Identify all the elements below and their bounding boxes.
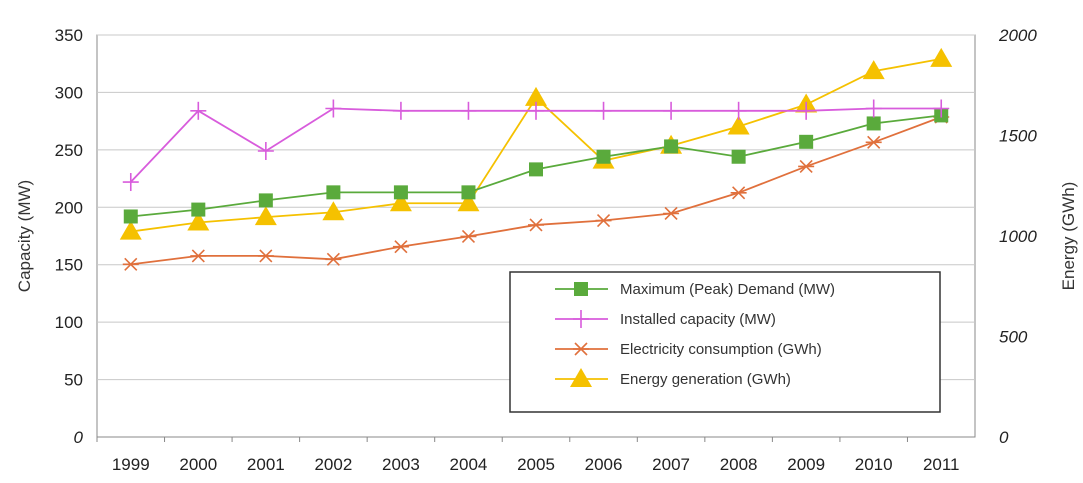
y-left-tick-label: 50 bbox=[64, 371, 83, 390]
data-point-electricity-consumption-gwh bbox=[595, 213, 612, 228]
y-left-tick-label: 350 bbox=[55, 26, 83, 45]
data-point-installed-capacity-mw bbox=[257, 142, 274, 161]
data-point-energy-generation-gwh bbox=[862, 60, 885, 80]
data-point-energy-generation-gwh bbox=[389, 192, 412, 212]
x-tick-label: 2002 bbox=[314, 455, 352, 474]
data-point-electricity-consumption-gwh bbox=[392, 240, 409, 254]
data-point-installed-capacity-mw bbox=[460, 101, 477, 120]
x-tick-label: 2008 bbox=[720, 455, 758, 474]
y-left-tick-label: 150 bbox=[55, 256, 83, 275]
x-tick-label: 2007 bbox=[652, 455, 690, 474]
y-right-tick-label: 1000 bbox=[999, 227, 1037, 246]
data-point-maximum-peak-demand-mw bbox=[866, 116, 881, 131]
y-left-tick-label: 200 bbox=[55, 198, 83, 217]
x-tick-label: 2004 bbox=[450, 455, 488, 474]
x-tick-label: 2010 bbox=[855, 455, 893, 474]
y-right-tick-label: 1500 bbox=[999, 127, 1037, 146]
x-tick-label: 2005 bbox=[517, 455, 555, 474]
data-point-maximum-peak-demand-mw bbox=[191, 202, 206, 217]
data-point-maximum-peak-demand-mw bbox=[596, 149, 611, 164]
legend-marker bbox=[573, 342, 589, 356]
y-right-tick-label: 2000 bbox=[998, 26, 1037, 45]
data-point-installed-capacity-mw bbox=[933, 99, 950, 118]
data-point-energy-generation-gwh bbox=[322, 201, 345, 221]
data-point-electricity-consumption-gwh bbox=[730, 186, 747, 200]
legend-marker bbox=[574, 282, 588, 296]
data-point-electricity-consumption-gwh bbox=[460, 229, 477, 243]
data-point-electricity-consumption-gwh bbox=[798, 159, 815, 174]
data-point-installed-capacity-mw bbox=[730, 101, 747, 120]
series-layer bbox=[119, 47, 953, 271]
data-point-installed-capacity-mw bbox=[798, 101, 815, 120]
x-tick-label: 2011 bbox=[923, 455, 960, 474]
legend-label: Maximum (Peak) Demand (MW) bbox=[620, 281, 835, 298]
data-point-installed-capacity-mw bbox=[528, 101, 544, 120]
data-point-maximum-peak-demand-mw bbox=[258, 193, 273, 208]
data-point-electricity-consumption-gwh bbox=[257, 249, 274, 263]
y-right-tick-label: 500 bbox=[999, 328, 1028, 347]
data-point-maximum-peak-demand-mw bbox=[731, 149, 746, 164]
data-point-electricity-consumption-gwh bbox=[325, 252, 342, 266]
data-point-installed-capacity-mw bbox=[663, 101, 680, 120]
data-point-maximum-peak-demand-mw bbox=[393, 185, 408, 200]
y-axis-title-right: Energy (GWh) bbox=[1059, 182, 1078, 291]
legend-marker bbox=[573, 310, 589, 328]
legend: Maximum (Peak) Demand (MW) Installed capa… bbox=[509, 271, 941, 413]
data-point-maximum-peak-demand-mw bbox=[529, 162, 543, 177]
data-point-energy-generation-gwh bbox=[254, 206, 277, 226]
y-right-tick-label: 0 bbox=[999, 428, 1009, 447]
x-tick-label: 2003 bbox=[382, 455, 420, 474]
y-left-tick-label: 300 bbox=[55, 83, 83, 102]
x-tick-label: 2006 bbox=[585, 455, 623, 474]
data-point-installed-capacity-mw bbox=[865, 99, 882, 118]
legend-label: Installed capacity (MW) bbox=[620, 311, 776, 328]
data-point-energy-generation-gwh bbox=[119, 220, 142, 240]
data-point-installed-capacity-mw bbox=[122, 173, 139, 192]
data-point-energy-generation-gwh bbox=[930, 47, 953, 67]
data-point-electricity-consumption-gwh bbox=[865, 135, 882, 149]
x-tick-label: 2009 bbox=[787, 455, 825, 474]
data-point-electricity-consumption-gwh bbox=[190, 249, 207, 263]
data-point-electricity-consumption-gwh bbox=[122, 257, 139, 271]
legend-label: Electricity consumption (GWh) bbox=[620, 341, 822, 358]
legend-item: Energy generation (GWh) bbox=[555, 368, 791, 388]
data-point-electricity-consumption-gwh bbox=[528, 218, 544, 232]
legend-label: Energy generation (GWh) bbox=[620, 371, 791, 388]
data-point-maximum-peak-demand-mw bbox=[664, 139, 679, 154]
data-point-installed-capacity-mw bbox=[325, 99, 342, 118]
data-point-energy-generation-gwh bbox=[187, 211, 210, 231]
axes: 0 50 100 150 200 250 300 350 0 500 1000 1500 2000 199… bbox=[55, 26, 1038, 474]
data-point-maximum-peak-demand-mw bbox=[123, 209, 138, 224]
x-tick-label: 2000 bbox=[179, 455, 217, 474]
y-left-tick-label: 100 bbox=[55, 313, 83, 332]
y-left-tick-label: 0 bbox=[74, 428, 84, 447]
data-point-energy-generation-gwh bbox=[457, 192, 480, 212]
legend-item: Electricity consumption (GWh) bbox=[555, 341, 822, 358]
legend-item: Installed capacity (MW) bbox=[555, 310, 776, 328]
data-point-installed-capacity-mw bbox=[190, 101, 207, 120]
y-axis-title-left: Capacity (MW) bbox=[15, 180, 34, 292]
y-left-tick-label: 250 bbox=[55, 141, 83, 160]
x-tick-label: 1999 bbox=[112, 455, 150, 474]
data-point-energy-generation-gwh bbox=[525, 86, 547, 106]
data-point-electricity-consumption-gwh bbox=[663, 206, 680, 221]
x-tick-label: 2001 bbox=[247, 455, 285, 474]
data-point-maximum-peak-demand-mw bbox=[461, 185, 476, 200]
data-point-maximum-peak-demand-mw bbox=[799, 134, 814, 149]
legend-item: Maximum (Peak) Demand (MW) bbox=[555, 281, 835, 298]
data-point-installed-capacity-mw bbox=[392, 101, 409, 120]
data-point-energy-generation-gwh bbox=[727, 115, 750, 135]
legend-marker bbox=[570, 368, 592, 387]
data-point-installed-capacity-mw bbox=[595, 101, 612, 120]
data-point-maximum-peak-demand-mw bbox=[326, 185, 341, 200]
